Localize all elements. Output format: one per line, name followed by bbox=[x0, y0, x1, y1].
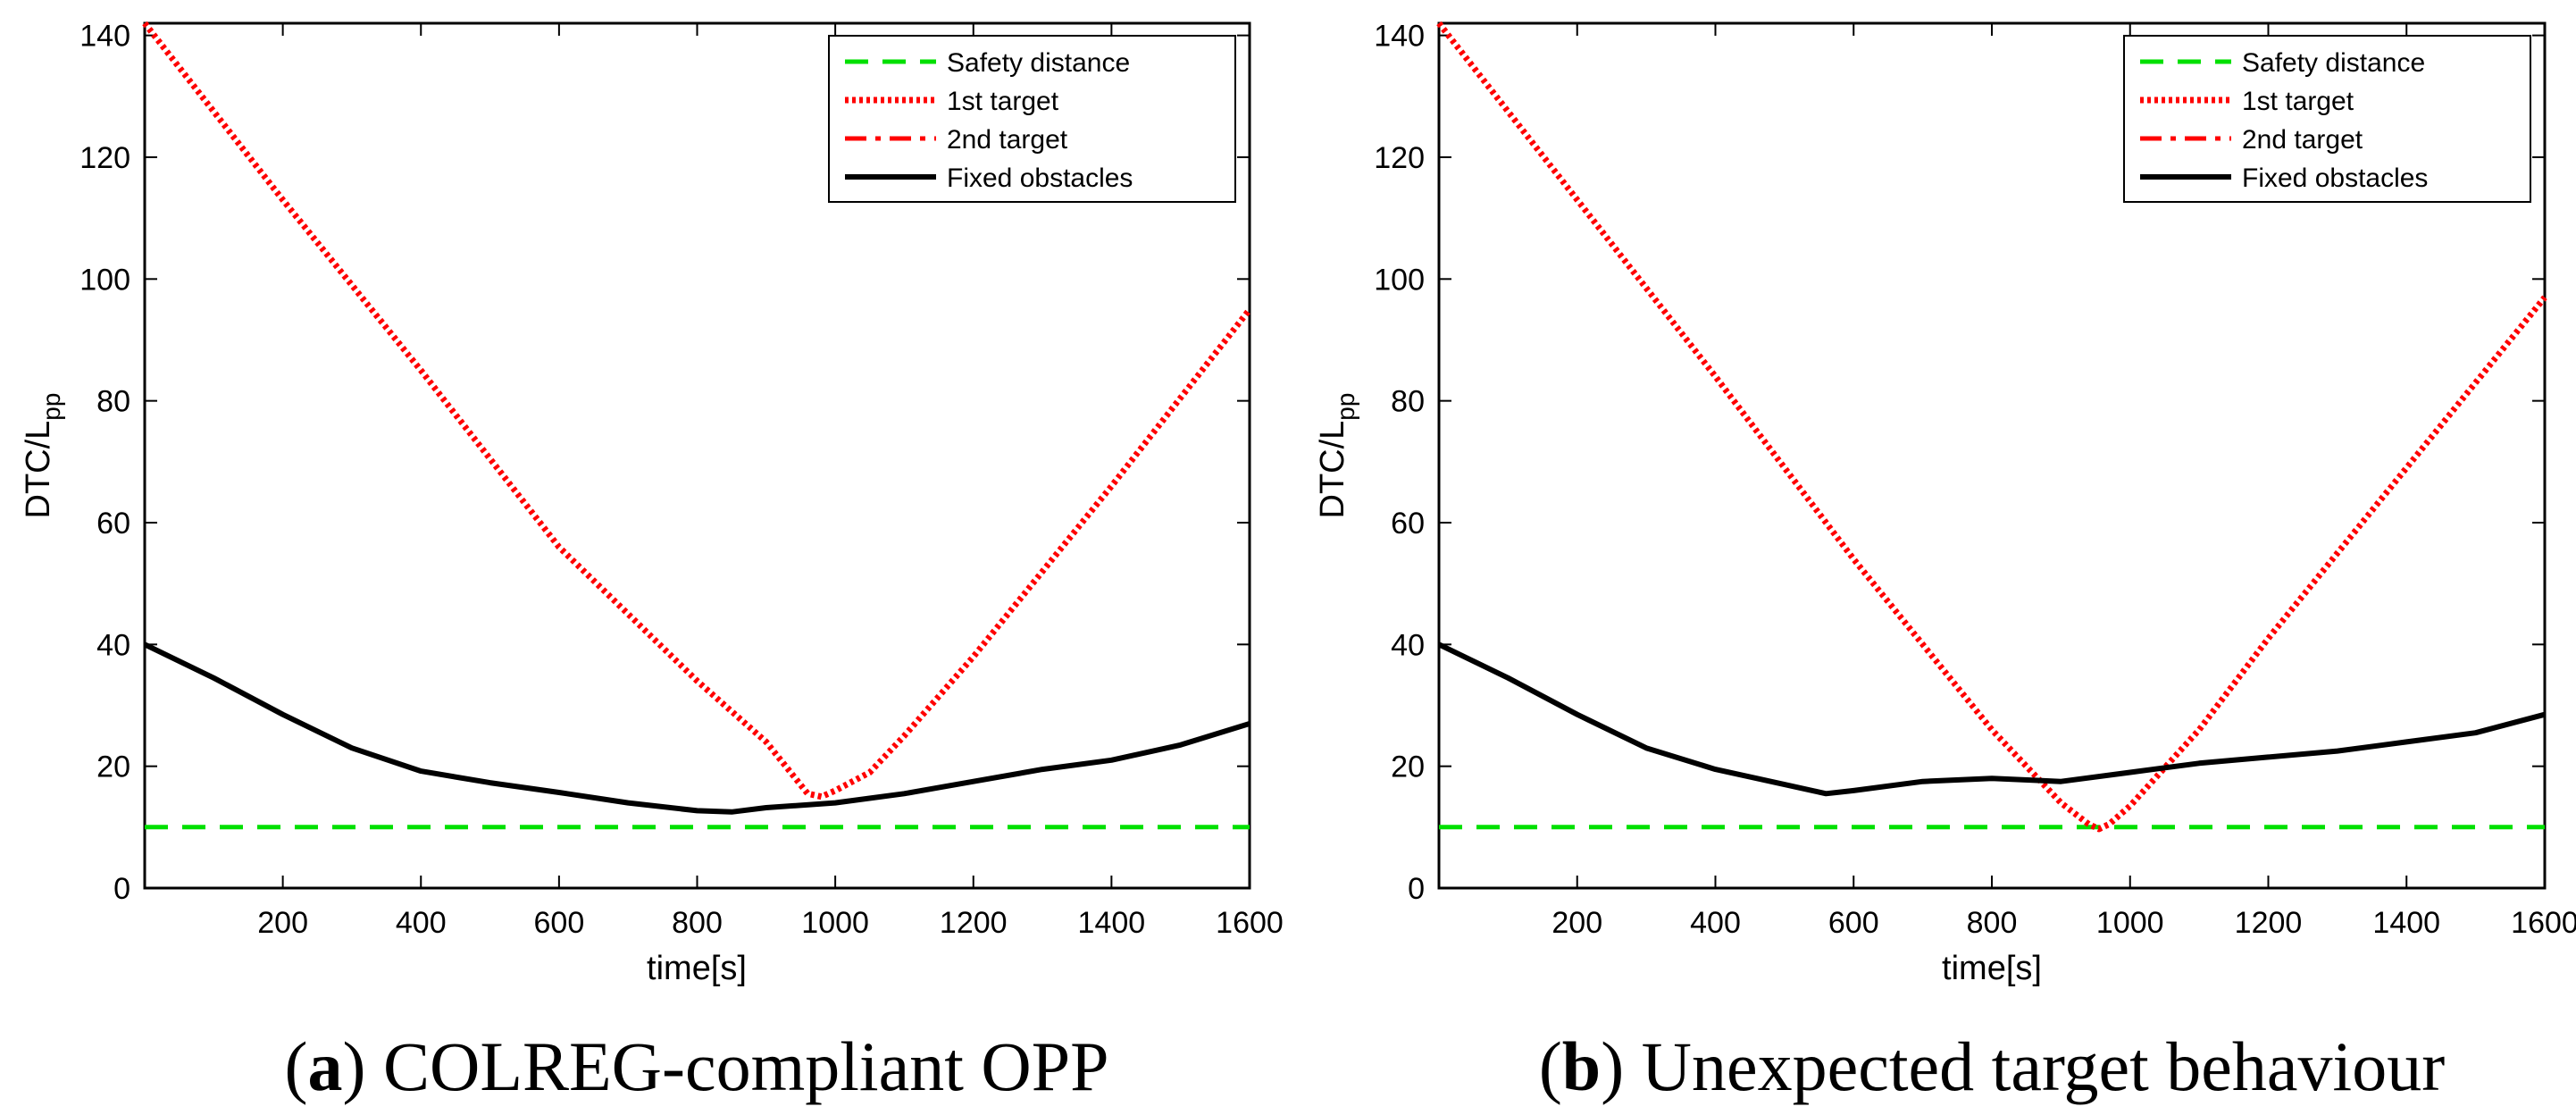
legend-label: 1st target bbox=[2242, 87, 2354, 116]
series-line-fixed-obstacles bbox=[1437, 641, 2546, 797]
x-tick-label: 1400 bbox=[1078, 906, 1146, 940]
x-tick-label: 200 bbox=[1551, 906, 1602, 940]
y-tick-label: 60 bbox=[96, 507, 130, 541]
y-tick-label: 20 bbox=[96, 750, 130, 784]
series-line-1st-target bbox=[142, 21, 1252, 801]
legend: Safety distance 1st target 2nd target Fixed… bbox=[2123, 35, 2531, 203]
series-line-fixed-obstacles bbox=[143, 641, 1250, 815]
y-tick-label: 60 bbox=[1391, 507, 1425, 541]
caption: (a) COLREG-compliant OPP bbox=[285, 1027, 1109, 1105]
x-tick-label: 1000 bbox=[801, 906, 869, 940]
legend: Safety distance 1st target 2nd target Fixed… bbox=[828, 35, 1236, 203]
y-tick-label: 140 bbox=[79, 20, 130, 54]
y-tick-label: 0 bbox=[113, 872, 130, 906]
y-tick-label: 100 bbox=[1374, 263, 1425, 297]
y-tick-label: 100 bbox=[79, 263, 130, 297]
y-tick-label: 20 bbox=[1391, 750, 1425, 784]
legend-label: Fixed obstacles bbox=[2242, 163, 2428, 193]
y-tick-label: 40 bbox=[96, 628, 130, 662]
y-axis-label: DTC/Lpp bbox=[1314, 393, 1359, 519]
x-tick-label: 200 bbox=[257, 906, 308, 940]
x-tick-label: 800 bbox=[672, 906, 723, 940]
x-tick-label: 800 bbox=[1967, 906, 2018, 940]
tick-layer: 200 400 600 800 1000 1200 1400 1600 0 20 40 60 80 100… bbox=[79, 20, 1284, 940]
y-tick-label: 120 bbox=[1374, 141, 1425, 175]
x-tick-label: 600 bbox=[534, 906, 585, 940]
x-tick-label: 1000 bbox=[2096, 906, 2164, 940]
y-tick-label: 140 bbox=[1374, 20, 1425, 54]
legend-label: 2nd target bbox=[2242, 125, 2363, 155]
x-tick-label: 400 bbox=[396, 906, 447, 940]
x-tick-label: 1200 bbox=[940, 906, 1008, 940]
legend-label: Safety distance bbox=[947, 48, 1130, 78]
x-axis-label: time[s] bbox=[647, 950, 747, 987]
series-line-1st-target bbox=[1436, 21, 2547, 833]
tick-layer: 200 400 600 800 1000 1200 1400 1600 0 20 40 60 80 100… bbox=[1374, 20, 2576, 940]
x-axis-label: time[s] bbox=[1942, 950, 2042, 987]
x-tick-label: 1400 bbox=[2372, 906, 2440, 940]
legend-label: 2nd target bbox=[947, 125, 1068, 155]
x-tick-label: 400 bbox=[1690, 906, 1741, 940]
legend-label: 1st target bbox=[947, 87, 1059, 116]
x-tick-label: 600 bbox=[1828, 906, 1879, 940]
y-axis-label: DTC/Lpp bbox=[20, 393, 65, 519]
y-tick-label: 40 bbox=[1391, 628, 1425, 662]
series-layer bbox=[142, 21, 1252, 830]
series-layer bbox=[1436, 21, 2547, 833]
chart-panel-a: 200 400 600 800 1000 1200 1400 1600 0 20 40 60 80 100… bbox=[20, 20, 1284, 1105]
x-tick-label: 1600 bbox=[2511, 906, 2576, 940]
y-tick-label: 0 bbox=[1408, 872, 1425, 906]
y-tick-label: 120 bbox=[79, 141, 130, 175]
legend-label: Safety distance bbox=[2242, 48, 2425, 78]
x-tick-label: 1200 bbox=[2235, 906, 2303, 940]
caption: (b) Unexpected target behaviour bbox=[1539, 1027, 2445, 1105]
x-tick-label: 1600 bbox=[1216, 906, 1284, 940]
chart-panel-b: 200 400 600 800 1000 1200 1400 1600 0 20 40 60 80 100… bbox=[1314, 20, 2576, 1105]
legend-label: Fixed obstacles bbox=[947, 163, 1133, 193]
y-tick-label: 80 bbox=[1391, 385, 1425, 419]
y-tick-label: 80 bbox=[96, 385, 130, 419]
